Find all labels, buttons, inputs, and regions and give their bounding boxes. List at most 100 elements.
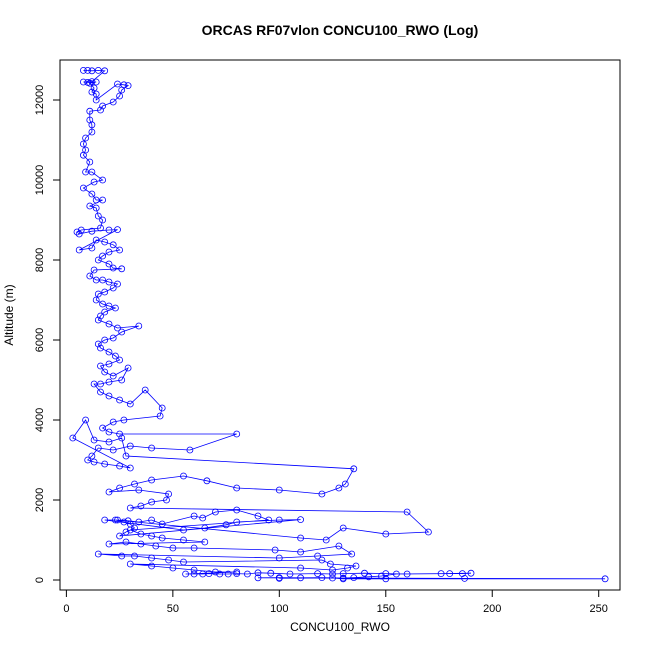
data-point bbox=[326, 560, 334, 568]
data-point bbox=[163, 496, 170, 504]
data-point bbox=[114, 516, 121, 524]
data-point bbox=[105, 302, 113, 310]
data-point bbox=[339, 570, 347, 577]
data-point bbox=[275, 554, 283, 562]
data-point bbox=[156, 412, 164, 420]
data-point bbox=[97, 380, 104, 388]
data-point bbox=[126, 464, 134, 472]
data-point bbox=[233, 484, 241, 492]
data-point bbox=[201, 524, 209, 532]
data-point bbox=[109, 241, 117, 249]
data-point bbox=[148, 532, 156, 540]
series-layer bbox=[69, 67, 609, 583]
data-point bbox=[80, 78, 87, 86]
data-point bbox=[335, 484, 343, 492]
data-point bbox=[112, 516, 119, 524]
data-point bbox=[75, 230, 83, 238]
chart-title: ORCAS RF07vlon CONCU100_RWO (Log) bbox=[202, 22, 479, 38]
x-tick-label: 150 bbox=[377, 603, 395, 615]
data-point bbox=[105, 428, 113, 436]
data-point bbox=[120, 518, 128, 526]
data-point bbox=[92, 204, 100, 212]
data-point bbox=[77, 226, 85, 234]
data-point bbox=[109, 334, 117, 342]
data-point bbox=[124, 517, 132, 525]
data-point bbox=[254, 512, 262, 520]
y-tick-label: 6000 bbox=[34, 328, 46, 352]
data-point bbox=[243, 570, 251, 578]
data-point bbox=[92, 236, 100, 244]
data-point bbox=[105, 260, 113, 268]
y-tick-label: 12000 bbox=[34, 85, 46, 116]
data-point bbox=[211, 568, 219, 576]
data-point bbox=[180, 536, 187, 544]
data-point bbox=[84, 67, 92, 74]
data-point bbox=[97, 224, 104, 232]
data-point bbox=[97, 312, 104, 320]
x-axis-label: CONCU100_RWO bbox=[290, 620, 390, 634]
data-point bbox=[86, 107, 94, 115]
data-point bbox=[88, 168, 96, 176]
data-point bbox=[137, 530, 145, 538]
data-point bbox=[158, 404, 166, 412]
data-point bbox=[601, 575, 609, 583]
data-point bbox=[403, 570, 411, 578]
data-point bbox=[233, 518, 241, 526]
data-point bbox=[158, 520, 166, 528]
data-point bbox=[148, 516, 156, 524]
data-point bbox=[297, 516, 305, 523]
data-point bbox=[275, 575, 283, 582]
data-point bbox=[122, 538, 130, 546]
x-tick-label: 200 bbox=[483, 603, 501, 615]
data-point bbox=[297, 574, 305, 582]
data-point bbox=[92, 276, 100, 284]
data-point bbox=[105, 360, 113, 368]
data-point bbox=[116, 462, 123, 470]
y-tick-label: 10000 bbox=[34, 165, 46, 196]
data-point bbox=[350, 465, 358, 473]
data-point bbox=[329, 566, 336, 574]
data-point bbox=[105, 488, 113, 496]
data-point bbox=[124, 82, 132, 89]
y-tick-label: 8000 bbox=[34, 248, 46, 272]
data-point bbox=[101, 67, 109, 75]
data-point bbox=[165, 556, 173, 564]
data-point bbox=[86, 272, 94, 280]
data-point bbox=[116, 92, 123, 100]
data-point bbox=[118, 86, 126, 94]
data-point bbox=[275, 486, 283, 494]
data-point bbox=[116, 430, 123, 438]
data-point bbox=[80, 151, 87, 159]
data-point bbox=[265, 516, 273, 524]
data-point bbox=[82, 134, 89, 142]
data-point bbox=[97, 388, 104, 396]
data-point bbox=[122, 528, 130, 536]
data-point bbox=[69, 434, 77, 442]
data-point bbox=[109, 98, 117, 106]
data-point bbox=[120, 416, 128, 424]
data-point bbox=[94, 290, 102, 298]
data-point bbox=[99, 176, 106, 184]
data-point bbox=[297, 564, 305, 572]
data-point bbox=[233, 506, 241, 514]
series-line bbox=[72, 69, 606, 580]
data-point bbox=[112, 304, 119, 312]
data-point bbox=[318, 490, 326, 498]
data-point bbox=[101, 516, 109, 524]
data-point bbox=[314, 552, 322, 560]
data-point bbox=[329, 570, 336, 578]
data-point bbox=[254, 569, 262, 577]
data-point bbox=[361, 569, 368, 577]
data-point bbox=[92, 78, 100, 86]
data-point bbox=[122, 452, 130, 460]
data-point bbox=[101, 336, 109, 344]
data-point bbox=[97, 362, 104, 370]
data-point bbox=[99, 216, 106, 224]
data-point bbox=[90, 458, 98, 466]
data-point bbox=[148, 444, 156, 452]
data-point bbox=[169, 564, 177, 572]
data-point bbox=[114, 226, 121, 234]
data-point bbox=[141, 386, 149, 394]
data-point bbox=[180, 526, 187, 534]
data-point bbox=[112, 352, 119, 360]
